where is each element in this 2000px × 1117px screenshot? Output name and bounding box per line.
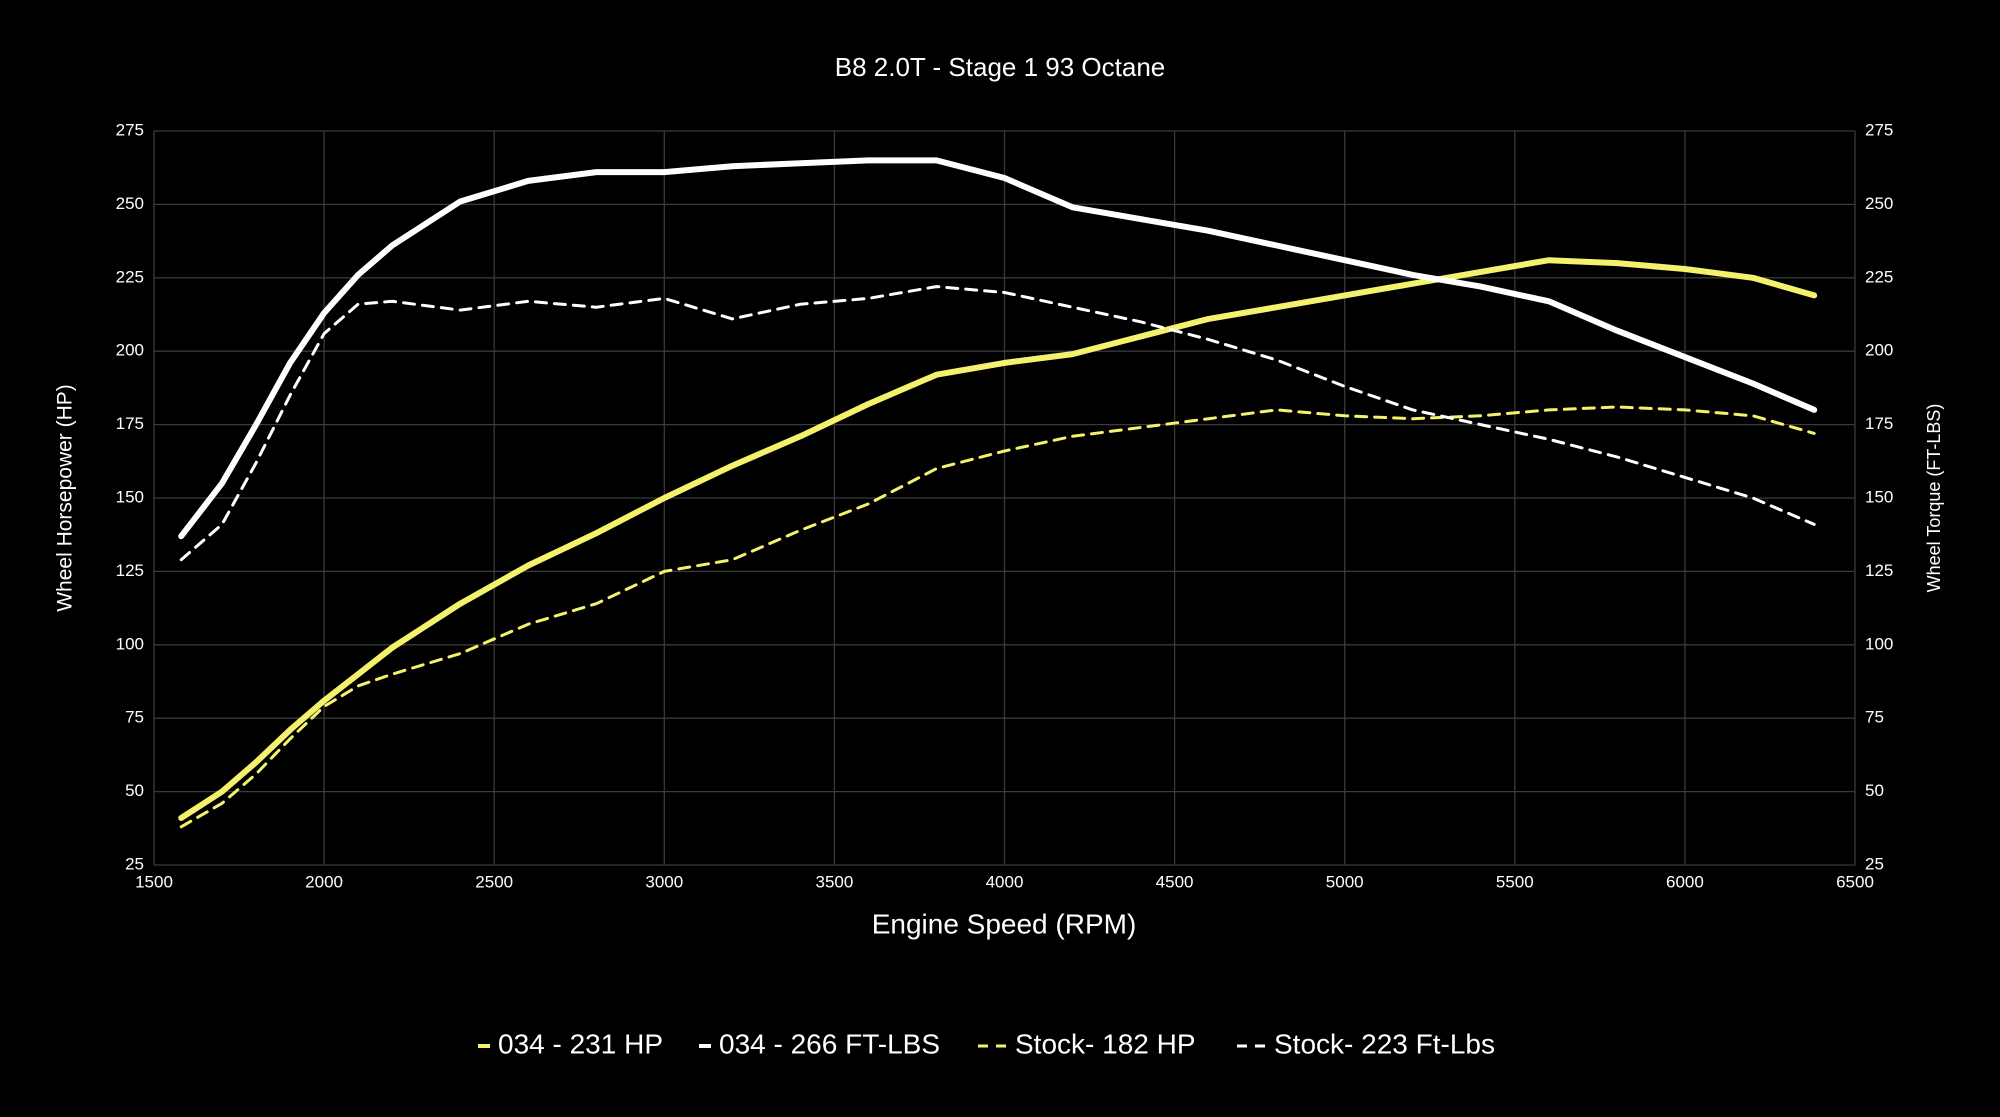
x-tick-label: 2000 [305,872,343,891]
y2-tick-label: 25 [1865,854,1884,873]
y-tick-label: 75 [125,708,144,727]
y2-tick-label: 50 [1865,781,1884,800]
series-line [179,405,1816,829]
y-tick-label: 100 [116,634,144,653]
x-tick-label: 5000 [1326,872,1364,891]
y-tick-label: 275 [116,120,144,139]
legend-label: 034 - 266 FT-LBS [719,1028,940,1059]
legend-label: 034 - 231 HP [498,1028,663,1059]
y2-tick-label: 250 [1865,194,1893,213]
x-tick-label: 3500 [815,872,853,891]
y2-tick-label: 100 [1865,634,1893,653]
x-tick-label: 3000 [645,872,683,891]
y-tick-label: 250 [116,194,144,213]
legend-label: Stock- 182 HP [1015,1028,1196,1059]
x-tick-label: 4000 [986,872,1024,891]
x-tick-label: 4500 [1156,872,1194,891]
y-tick-label: 25 [125,854,144,873]
legend-label: Stock- 223 Ft-Lbs [1274,1028,1495,1059]
y-tick-label: 225 [116,267,144,286]
y-tick-label: 175 [116,414,144,433]
series-line [179,285,1816,562]
x-tick-label: 6500 [1836,872,1874,891]
x-tick-label: 2500 [475,872,513,891]
series-line [178,157,1818,540]
y2-tick-label: 125 [1865,561,1893,580]
y2-tick-label: 275 [1865,120,1893,139]
x-tick-label: 5500 [1496,872,1534,891]
y2-tick-label: 75 [1865,708,1884,727]
y-tick-label: 200 [116,341,144,360]
y-tick-label: 50 [125,781,144,800]
x-axis-label: Engine Speed (RPM) [872,908,1137,939]
x-tick-label: 6000 [1666,872,1704,891]
y2-axis-label: Wheel Torque (FT-LBS) [1924,404,1944,593]
y2-tick-label: 225 [1865,267,1893,286]
y2-tick-label: 200 [1865,341,1893,360]
series-line [178,257,1818,821]
y2-tick-label: 175 [1865,414,1893,433]
y-axis-label: Wheel Horsepower (HP) [54,384,77,612]
chart-title: B8 2.0T - Stage 1 93 Octane [835,52,1166,82]
x-tick-label: 1500 [135,872,173,891]
y-tick-label: 125 [116,561,144,580]
y-tick-label: 150 [116,487,144,506]
y2-tick-label: 150 [1865,487,1893,506]
